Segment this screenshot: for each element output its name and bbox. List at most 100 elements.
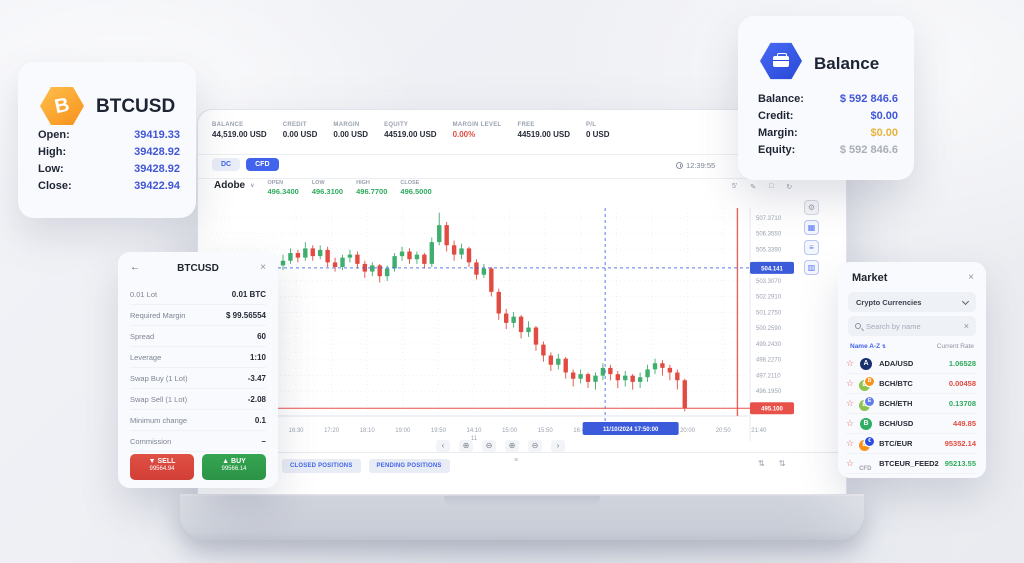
- time-tick: 20:50: [716, 428, 732, 434]
- chart-nav-button[interactable]: ⊕: [505, 440, 519, 452]
- price-tick: 498.2270: [756, 358, 782, 364]
- search-input[interactable]: [866, 321, 959, 331]
- market-symbol: BTCEUR_FEED2: [879, 459, 939, 468]
- market-row-bch-usd[interactable]: ☆ B BCH/USD 449.85: [846, 414, 976, 434]
- time-tick: 14:10: [466, 428, 482, 434]
- side-tool-icon[interactable]: ⚙: [804, 200, 819, 215]
- divider: [198, 178, 846, 179]
- candle-body: [600, 367, 606, 376]
- market-row-ada-usd[interactable]: ☆ A ADA/USD 1.06528: [846, 354, 976, 374]
- market-row-bch-btc[interactable]: ☆ B B BCH/BTC 0.00458: [846, 374, 976, 394]
- divider: [198, 452, 846, 453]
- chart-nav-button[interactable]: ⊖: [528, 440, 542, 452]
- side-tool-icon[interactable]: ≡: [804, 240, 819, 255]
- symbol-selector[interactable]: Adobe ∨: [214, 180, 255, 191]
- stat-label: MARGIN LEVEL: [452, 122, 502, 128]
- candle-body: [615, 374, 620, 381]
- kv-label: Margin:: [758, 126, 798, 139]
- symbol-info-row: Commission –: [130, 431, 266, 452]
- candle-body: [608, 367, 613, 375]
- side-tool-icon[interactable]: ▥: [804, 260, 819, 275]
- quote-label: CLOSE: [400, 180, 420, 186]
- favorite-star-icon[interactable]: ☆: [846, 398, 855, 408]
- candle-body: [504, 313, 509, 323]
- kv-value: $0.00: [870, 126, 898, 139]
- candle-body: [355, 254, 360, 264]
- stat-value: 0.00%: [452, 130, 476, 139]
- coin-circle: A: [860, 357, 873, 370]
- chart-nav-button[interactable]: ⊖: [482, 440, 496, 452]
- favorite-star-icon[interactable]: ☆: [846, 378, 855, 388]
- back-arrow-icon[interactable]: ←: [130, 262, 140, 273]
- chart-tool-icon[interactable]: 5': [732, 183, 738, 190]
- favorite-star-icon[interactable]: ☆: [846, 458, 855, 468]
- account-type-dc[interactable]: DC: [212, 158, 241, 171]
- market-list: ☆ A ADA/USD 1.06528 ☆ B B BCH/BTC 0.00458 ☆ B E BCH/…: [846, 354, 976, 474]
- tab-closed-positions[interactable]: CLOSED POSITIONS: [282, 459, 361, 473]
- kv-row: Equity: $ 592 846.6: [758, 141, 898, 158]
- market-row-bch-eth[interactable]: ☆ B E BCH/ETH 0.13708: [846, 394, 976, 414]
- balance-card-title: Balance: [814, 54, 880, 73]
- last-price-label: 495.100: [761, 407, 783, 413]
- symbol-bar: Adobe ∨ OPEN 496.3400 LOW 496.3100 HIGH 496.7…: [214, 180, 432, 196]
- side-tool-icon[interactable]: ▦: [804, 220, 819, 235]
- close-icon[interactable]: ×: [260, 262, 266, 273]
- market-symbol: BTC/EUR: [879, 439, 913, 448]
- candle-body: [518, 316, 524, 333]
- kv-label: Credit:: [758, 109, 794, 122]
- candle-body: [623, 375, 628, 381]
- account-type-tabs: DC CFD: [212, 158, 279, 171]
- chart-nav-button[interactable]: ⊕: [459, 440, 473, 452]
- balance-card: Balance Balance: $ 592 846.6 Credit: $0.00 M…: [738, 16, 914, 180]
- chart-side-toolbar: ⚙ ▦ ≡ ▥: [804, 200, 819, 275]
- chart-tool-icon[interactable]: ✎: [750, 184, 757, 191]
- stat-label: MARGIN: [333, 122, 360, 128]
- chart-tool-icon[interactable]: ↻: [786, 184, 793, 191]
- favorite-star-icon[interactable]: ☆: [846, 358, 855, 368]
- market-row-btc-eur[interactable]: ☆ B € BTC/EUR 95352.14: [846, 434, 976, 454]
- price-tick: 503.3070: [756, 279, 782, 285]
- quote-label: OPEN: [267, 180, 284, 186]
- chart-nav-button[interactable]: ›: [551, 440, 565, 452]
- candle-body: [645, 369, 650, 378]
- buy-button[interactable]: ▲ BUY 99566.14: [202, 454, 266, 480]
- symbol-info-row: Required Margin $ 99.56554: [130, 305, 266, 326]
- close-icon[interactable]: ×: [968, 272, 974, 283]
- symbol-info-row: 0.01 Lot 0.01 BTC: [130, 284, 266, 305]
- account-type-cfd[interactable]: CFD: [246, 158, 279, 171]
- buy-price: 99566.14: [221, 466, 247, 472]
- panel-header: ← BTCUSD ×: [118, 260, 278, 278]
- market-symbol: BCH/BTC: [879, 379, 913, 388]
- time-tick: 21:40: [751, 428, 767, 434]
- info-label: Commission: [130, 436, 172, 446]
- tab-pending-positions[interactable]: PENDING POSITIONS: [368, 459, 450, 473]
- scale-icon[interactable]: ⇅: [778, 459, 786, 468]
- favorite-star-icon[interactable]: ☆: [846, 438, 855, 448]
- candle-body: [556, 358, 561, 365]
- candle-body: [288, 253, 293, 261]
- scale-icon[interactable]: ⇅: [758, 459, 765, 468]
- candle-body: [496, 291, 501, 314]
- panel-resize-handle[interactable]: ≡: [514, 457, 519, 464]
- candlestick-chart[interactable]: 507.3710506.3550505.3390504.3230503.3070…: [198, 196, 846, 446]
- chart-nav-button[interactable]: ‹: [436, 440, 450, 452]
- laptop-base: [180, 494, 864, 540]
- info-value: -2.08: [247, 394, 266, 404]
- chart-nav-controls: ‹ ⊕ ⊖ ⊕ ⊖ ›: [436, 440, 565, 452]
- stat-label: FREE: [517, 122, 535, 128]
- category-dropdown[interactable]: Crypto Currencies: [848, 292, 976, 312]
- candle-body: [481, 268, 487, 275]
- quote-value: 496.3400: [267, 187, 299, 196]
- coin-icon: CFD: [859, 457, 874, 472]
- market-row-btceur_feed2[interactable]: ☆ CFD BTCEUR_FEED2 95213.55: [846, 454, 976, 474]
- kv-value: $ 592 846.6: [839, 92, 898, 105]
- info-label: Spread: [130, 331, 155, 341]
- sell-button[interactable]: ▼ SELL 99564.94: [130, 454, 194, 480]
- favorite-star-icon[interactable]: ☆: [846, 418, 855, 428]
- info-value: 1:10: [249, 352, 266, 362]
- sell-price: 99564.94: [149, 466, 175, 472]
- sort-by-name-header[interactable]: Name A-Z ⇅: [850, 343, 886, 350]
- price-tick: 507.3710: [756, 216, 782, 222]
- clear-search-icon[interactable]: ×: [963, 321, 969, 331]
- chart-tool-icon[interactable]: □: [769, 183, 774, 190]
